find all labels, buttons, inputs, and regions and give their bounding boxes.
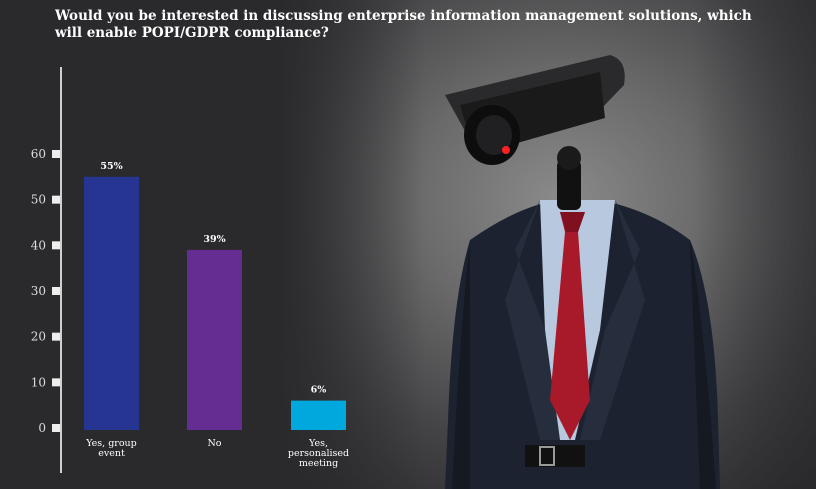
x-category-label: No [207,438,221,449]
y-tick-label: 20 [31,330,46,344]
surveillance-man-illustration [445,55,720,489]
x-category-label: Yes, group [85,438,137,449]
y-tick-label: 60 [31,147,46,161]
data-label: 39% [203,234,225,245]
y-tick-mark [52,241,60,250]
x-category-label: personalised [288,448,349,459]
bar [187,249,242,430]
chart-title: Would you be interested in discussing en… [55,8,752,41]
x-category-label: meeting [299,458,338,469]
y-tick-mark [52,378,60,387]
y-tick-mark [52,287,60,295]
y-tick-label: 40 [31,238,46,252]
bar [84,176,139,430]
y-tick-mark [52,195,60,204]
y-tick-mark [52,332,60,341]
y-tick-label: 50 [31,193,46,207]
data-label: 55% [100,161,122,172]
y-tick-label: 0 [38,421,46,435]
x-category-label: event [98,448,125,459]
data-label: 6% [311,385,327,396]
x-category-label: Yes, [308,438,328,449]
y-tick-mark [52,150,60,158]
y-tick-label: 10 [31,375,46,389]
y-tick-label: 30 [31,284,46,298]
bar [291,400,346,430]
y-tick-mark [52,424,60,432]
